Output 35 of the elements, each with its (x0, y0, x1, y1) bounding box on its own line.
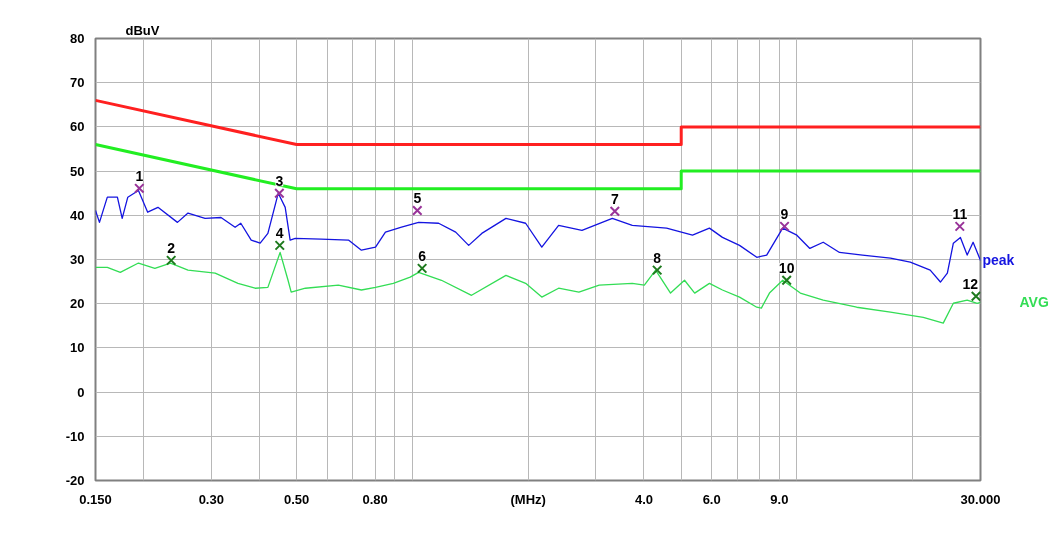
y-axis-title: dBuV (125, 22, 160, 38)
annotation: 12 (962, 276, 979, 293)
x-tick-label: 6.0 (702, 491, 721, 507)
annotation: 3 (275, 173, 284, 190)
annotation: 4 (275, 225, 284, 242)
annotation: 11 (952, 206, 968, 223)
y-tick-label: 10 (70, 340, 85, 356)
y-tick-label: 70 (70, 75, 85, 91)
x-tick-label: 9.0 (770, 491, 789, 507)
annotation: 8 (653, 250, 662, 267)
x-tick-label: (MHz) (510, 491, 546, 507)
annotation: 1 (135, 168, 144, 185)
annotation: 9 (780, 206, 789, 223)
x-tick-label: 30.000 (960, 491, 1001, 507)
x-tick-label: 0.50 (283, 491, 310, 507)
y-tick-label: -20 (65, 473, 85, 488)
x-tick-label: 0.150 (79, 491, 112, 507)
annotation: 6 (418, 248, 427, 265)
y-tick-label: 20 (70, 296, 85, 312)
y-tick-label: 30 (70, 252, 85, 267)
annotation: 10 (778, 260, 795, 277)
x-tick-label: 0.80 (362, 491, 388, 507)
y-tick-label: 40 (70, 207, 85, 223)
x-tick-label: 0.30 (198, 491, 224, 507)
annotation: 7 (610, 191, 619, 208)
y-tick-label: 80 (70, 31, 85, 46)
annotation: 5 (413, 190, 422, 207)
text: AVG (1019, 294, 1049, 311)
y-tick-label: -10 (65, 428, 85, 444)
annotation: 2 (167, 240, 176, 257)
y-tick-label: 60 (70, 119, 85, 135)
y-tick-label: 0 (77, 384, 85, 400)
y-tick-label: 50 (70, 163, 85, 179)
x-tick-label: 4.0 (634, 491, 653, 507)
series-label: peak (982, 252, 1015, 269)
